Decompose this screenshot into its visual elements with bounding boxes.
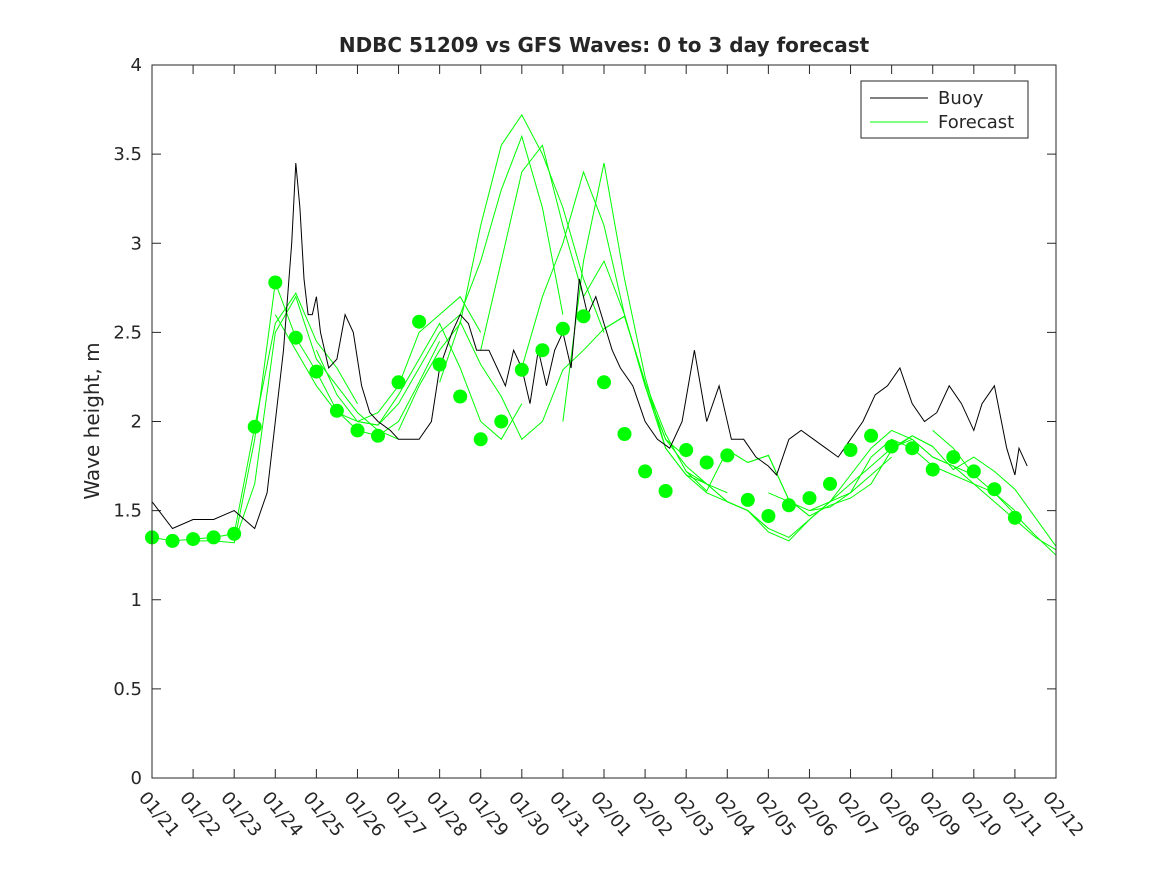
forecast-point <box>925 462 940 477</box>
forecast-run-line-4 <box>274 295 482 423</box>
forecast-point <box>781 498 796 513</box>
forecast-point <box>658 484 673 498</box>
legend: Buoy Forecast <box>860 80 1029 139</box>
forecast-point <box>391 375 406 390</box>
y-tick-label: 0 <box>131 768 142 789</box>
forecast-point <box>412 314 427 329</box>
forecast-point <box>966 464 981 479</box>
forecast-series <box>151 113 1057 556</box>
forecast-run-line-18 <box>850 435 1057 547</box>
forecast-run-line-7 <box>398 113 605 431</box>
forecast-point <box>494 414 509 429</box>
legend-forecast-label: Forecast <box>938 112 1014 133</box>
forecast-point <box>905 441 920 456</box>
y-tick-label: 2 <box>131 412 142 433</box>
y-tick-label: 3 <box>131 233 142 254</box>
forecast-run-line-5 <box>315 322 523 441</box>
forecast-point <box>453 389 468 404</box>
y-tick-label: 3.5 <box>113 144 142 165</box>
forecast-markers <box>145 275 1022 548</box>
forecast-point <box>514 362 529 377</box>
forecast-point <box>597 375 611 390</box>
forecast-point <box>309 364 324 379</box>
forecast-point <box>535 343 550 358</box>
y-tick-label: 2.5 <box>113 322 142 343</box>
forecast-point <box>268 275 283 290</box>
forecast-point <box>165 533 180 548</box>
forecast-point <box>802 491 817 506</box>
forecast-point <box>576 309 591 324</box>
forecast-point <box>638 464 653 479</box>
forecast-point <box>843 443 858 457</box>
forecast-point <box>473 432 488 447</box>
forecast-point <box>946 450 961 465</box>
forecast-point <box>350 423 365 438</box>
y-tick-label: 1 <box>131 590 142 611</box>
forecast-point <box>329 403 344 418</box>
forecast-point <box>247 419 262 434</box>
forecast-point <box>864 428 879 443</box>
y-tick-label: 1.5 <box>113 501 142 522</box>
forecast-point <box>699 455 714 470</box>
forecast-point <box>288 330 303 345</box>
forecast-point <box>884 439 899 454</box>
forecast-point <box>761 509 776 523</box>
forecast-point <box>617 427 632 441</box>
forecast-run-line-19 <box>891 438 1057 551</box>
forecast-point <box>720 448 735 463</box>
forecast-point <box>371 428 385 443</box>
forecast-point <box>432 357 447 372</box>
forecast-point <box>186 532 201 547</box>
forecast-point <box>206 530 221 545</box>
forecast-point <box>679 443 694 457</box>
forecast-point <box>555 321 570 336</box>
forecast-point <box>823 476 837 491</box>
plot-frame <box>151 64 1057 779</box>
y-tick-label: 0.5 <box>113 679 142 700</box>
legend-box <box>860 80 1029 139</box>
forecast-run-line-14 <box>685 456 892 542</box>
forecast-point <box>227 526 242 541</box>
plot-area <box>152 65 1056 778</box>
forecast-point <box>740 492 755 507</box>
y-tick-label: 4 <box>131 55 142 76</box>
forecast-point <box>1007 510 1022 525</box>
y-axis-label: Wave height, m <box>80 342 104 499</box>
chart-title: NDBC 51209 vs GFS Waves: 0 to 3 day fore… <box>339 33 870 57</box>
legend-buoy-label: Buoy <box>938 88 984 109</box>
forecast-point <box>987 482 1002 497</box>
forecast-run-line-10 <box>521 170 728 494</box>
y-axis-ticks: 0 0.5 1 1.5 2 2.5 3 3.5 4 <box>113 55 1056 789</box>
